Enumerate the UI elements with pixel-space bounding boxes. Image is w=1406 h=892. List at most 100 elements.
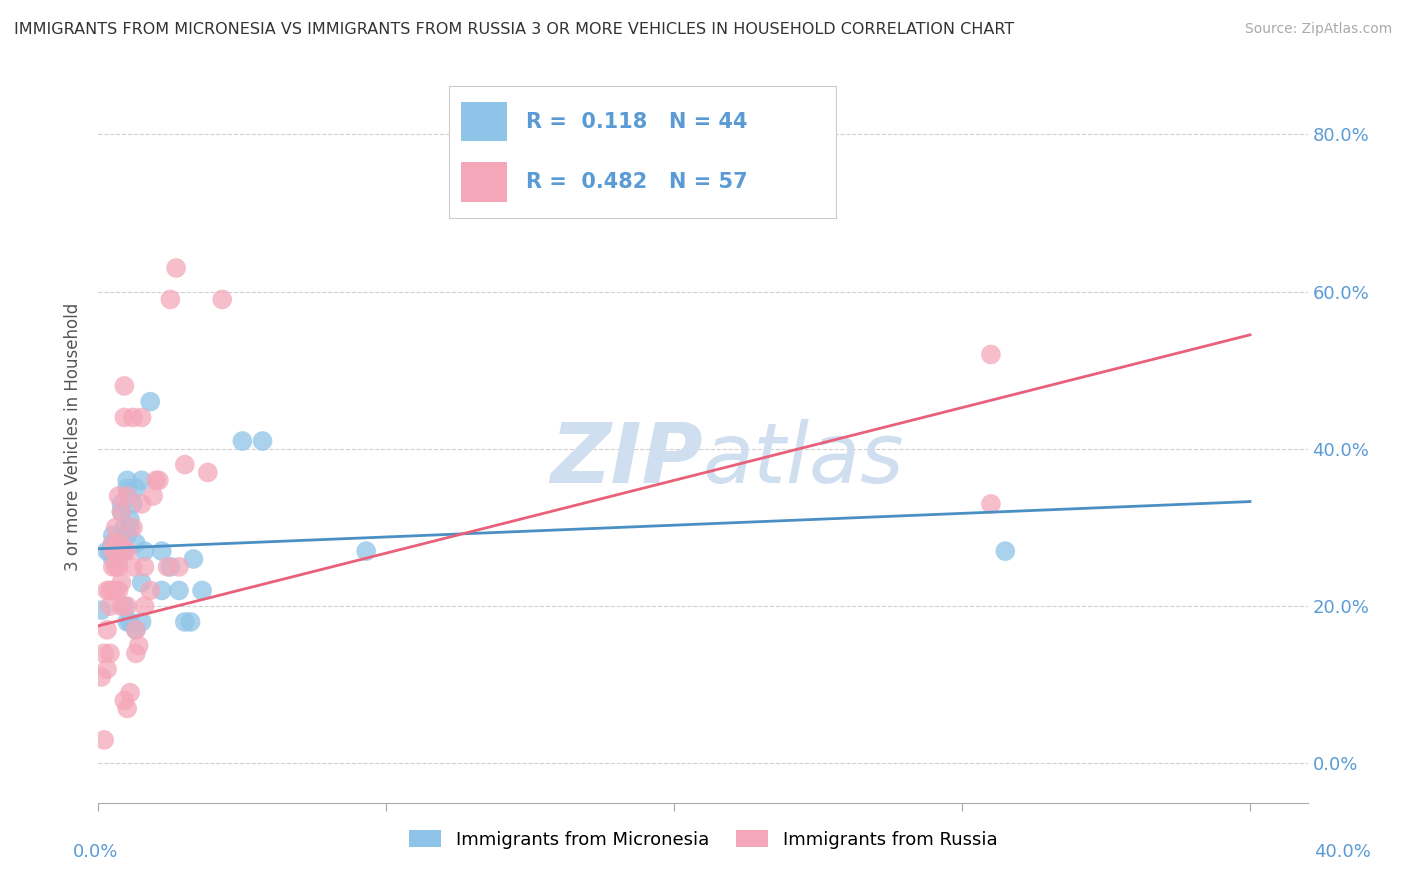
- Point: [142, 489, 165, 503]
- Point: [354, 544, 377, 558]
- Point: [131, 497, 153, 511]
- Point: [107, 544, 129, 558]
- Point: [134, 544, 156, 558]
- Point: [112, 410, 135, 425]
- Point: [131, 575, 153, 590]
- Text: Source: ZipAtlas.com: Source: ZipAtlas.com: [1244, 22, 1392, 37]
- Point: [104, 544, 127, 558]
- Point: [252, 434, 274, 448]
- Point: [112, 544, 135, 558]
- Point: [101, 544, 124, 558]
- Point: [120, 686, 142, 700]
- Point: [107, 489, 129, 503]
- Point: [98, 599, 121, 614]
- Point: [156, 559, 179, 574]
- Point: [211, 293, 233, 307]
- Point: [98, 646, 121, 660]
- Point: [139, 394, 162, 409]
- Text: 40.0%: 40.0%: [1315, 843, 1371, 861]
- Point: [112, 693, 135, 707]
- Point: [131, 615, 153, 629]
- Point: [115, 473, 138, 487]
- Point: [122, 559, 145, 574]
- Point: [180, 615, 202, 629]
- Point: [101, 528, 124, 542]
- Point: [122, 497, 145, 511]
- Point: [112, 599, 135, 614]
- Point: [173, 458, 195, 472]
- Point: [115, 544, 138, 558]
- Point: [183, 552, 205, 566]
- Point: [173, 615, 195, 629]
- Point: [125, 623, 148, 637]
- Point: [104, 520, 127, 534]
- Point: [139, 583, 162, 598]
- Point: [980, 497, 1002, 511]
- Point: [110, 497, 132, 511]
- Point: [994, 544, 1017, 558]
- Point: [131, 410, 153, 425]
- Point: [115, 599, 138, 614]
- Point: [96, 662, 118, 676]
- Text: IMMIGRANTS FROM MICRONESIA VS IMMIGRANTS FROM RUSSIA 3 OR MORE VEHICLES IN HOUSE: IMMIGRANTS FROM MICRONESIA VS IMMIGRANTS…: [14, 22, 1014, 37]
- Point: [101, 583, 124, 598]
- Point: [167, 559, 190, 574]
- Point: [134, 559, 156, 574]
- Point: [122, 410, 145, 425]
- Point: [101, 536, 124, 550]
- Point: [90, 603, 112, 617]
- Point: [112, 544, 135, 558]
- Point: [101, 559, 124, 574]
- Point: [150, 544, 173, 558]
- Point: [112, 520, 135, 534]
- Point: [110, 536, 132, 550]
- Point: [125, 623, 148, 637]
- Point: [980, 347, 1002, 361]
- Point: [96, 544, 118, 558]
- Point: [104, 559, 127, 574]
- Point: [115, 489, 138, 503]
- Point: [107, 536, 129, 550]
- Text: atlas: atlas: [703, 418, 904, 500]
- Point: [134, 599, 156, 614]
- Point: [125, 536, 148, 550]
- Point: [165, 260, 187, 275]
- Point: [98, 544, 121, 558]
- Text: ZIP: ZIP: [550, 418, 703, 500]
- Point: [104, 583, 127, 598]
- Point: [159, 559, 181, 574]
- Point: [110, 505, 132, 519]
- Point: [145, 473, 167, 487]
- Point: [90, 670, 112, 684]
- Point: [107, 583, 129, 598]
- Point: [120, 513, 142, 527]
- Point: [107, 552, 129, 566]
- Point: [110, 599, 132, 614]
- Point: [107, 559, 129, 574]
- Point: [101, 552, 124, 566]
- Point: [131, 473, 153, 487]
- Point: [167, 583, 190, 598]
- Point: [197, 466, 219, 480]
- Point: [150, 583, 173, 598]
- Point: [115, 615, 138, 629]
- Point: [231, 434, 253, 448]
- Point: [159, 293, 181, 307]
- Point: [110, 505, 132, 519]
- Legend: Immigrants from Micronesia, Immigrants from Russia: Immigrants from Micronesia, Immigrants f…: [401, 823, 1005, 856]
- Point: [96, 583, 118, 598]
- Point: [128, 639, 150, 653]
- Point: [120, 615, 142, 629]
- Point: [93, 732, 115, 747]
- Y-axis label: 3 or more Vehicles in Household: 3 or more Vehicles in Household: [65, 303, 83, 571]
- Point: [104, 536, 127, 550]
- Point: [115, 481, 138, 495]
- Point: [125, 646, 148, 660]
- Point: [125, 481, 148, 495]
- Point: [110, 544, 132, 558]
- Point: [115, 528, 138, 542]
- Text: 0.0%: 0.0%: [73, 843, 118, 861]
- Point: [191, 583, 214, 598]
- Point: [96, 623, 118, 637]
- Point: [98, 583, 121, 598]
